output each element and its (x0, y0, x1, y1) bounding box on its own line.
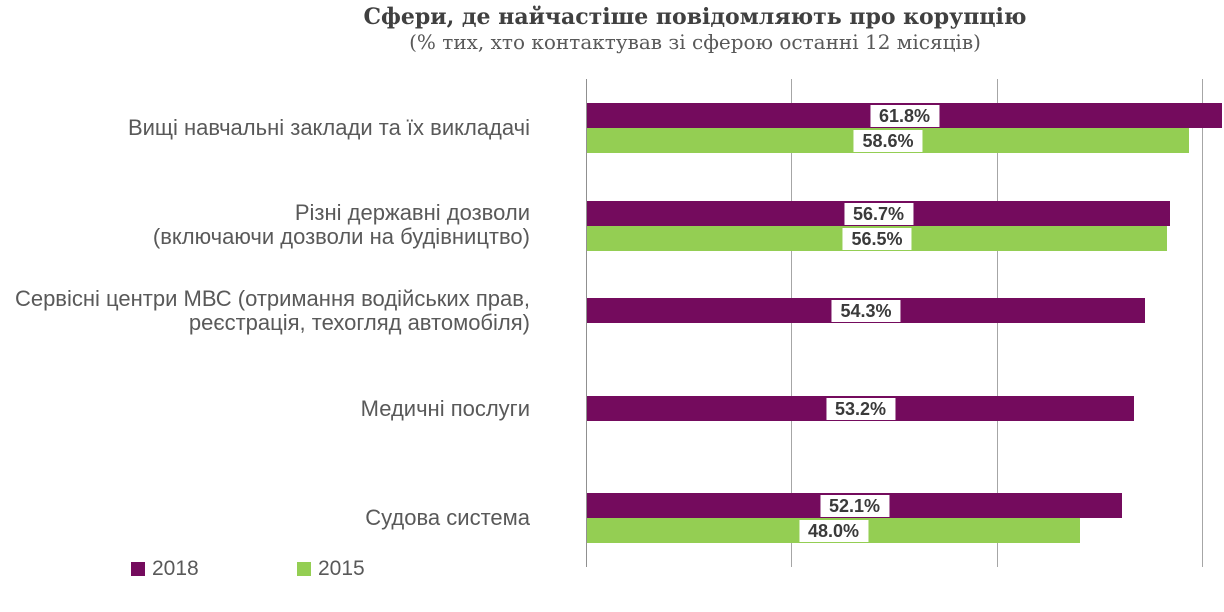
category-label-line: Судова система (365, 505, 530, 531)
bar-value-label-2018-row3: 54.3% (831, 299, 901, 322)
bar-value-label-2015-row1: 58.6% (853, 129, 923, 152)
category-label-line: Сервісні центри МВС (отримання водійськи… (14, 285, 530, 311)
plot-area: 61.8% 58.6% 56.7% 56.5% 54.3% 53.2% 52.1% 48.0% (586, 79, 1224, 567)
bar-value-label-2018-row1: 61.8% (869, 104, 940, 127)
bar-value-label-2015-row5: 48.0% (798, 519, 869, 542)
bar-value-label-2018-row4: 53.2% (825, 397, 896, 420)
chart-subtitle: (% тих, хто контактував зі сферою останн… (409, 30, 981, 54)
legend: 2018 2015 (0, 556, 1224, 582)
category-label-row5: Судова система (365, 506, 530, 530)
legend-item-2018: 2018 (131, 556, 199, 582)
category-label-line: Різні державні дозволи (294, 200, 530, 226)
legend-swatch-2018 (131, 562, 145, 576)
gridline-40 (997, 79, 998, 567)
gridline-20 (791, 79, 792, 567)
y-axis-line (586, 79, 587, 567)
bar-value-label-2018-row2: 56.7% (843, 202, 914, 225)
legend-label-2018: 2018 (152, 557, 199, 580)
category-label-line: (включаючи дозволи на будівництво) (152, 224, 530, 250)
category-label-row1: Вищі навчальні заклади та їх викладачі (127, 114, 530, 140)
title-block: Сфери, де найчастіше повідомляють про ко… (166, 5, 1224, 54)
category-label-row4: Медичні послуги (360, 395, 530, 421)
bar-value-label-2015-row2: 56.5% (842, 227, 912, 250)
legend-swatch-2015 (297, 562, 311, 576)
legend-label-2015: 2015 (318, 557, 365, 580)
gridline-60 (1202, 79, 1203, 567)
chart-title: Сфери, де найчастіше повідомляють про ко… (363, 4, 1027, 30)
bar-value-label-2018-row5: 52.1% (819, 494, 890, 517)
category-label-line: Медичні послуги (360, 395, 530, 421)
category-label-line: реєстрація, техогляд автомобіля) (188, 309, 530, 335)
category-label-line: Вищі навчальні заклади та їх викладачі (127, 114, 530, 140)
legend-item-2015: 2015 (297, 556, 365, 582)
category-label-row3: Сервісні центри МВС (отримання водійськи… (14, 285, 530, 335)
category-label-row2: Різні державні дозволи (включаючи дозволи… (153, 201, 530, 249)
